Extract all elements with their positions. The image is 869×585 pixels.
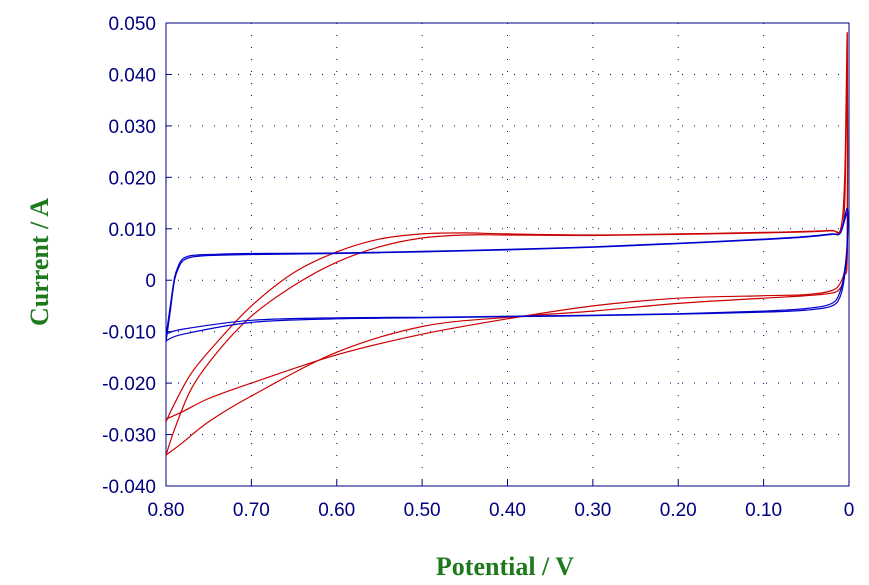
- x-tick-label: 0.20: [660, 500, 697, 521]
- y-tick-label: 0.020: [108, 168, 156, 189]
- y-tick-label: 0.010: [108, 220, 156, 241]
- x-tick-label: 0.50: [404, 500, 441, 521]
- y-tick-label: 0.050: [108, 14, 156, 35]
- x-tick-label: 0.80: [148, 500, 185, 521]
- y-tick-label: -0.030: [102, 426, 156, 447]
- y-tick-label: -0.040: [102, 477, 156, 498]
- y-tick-label: 0.040: [108, 65, 156, 86]
- series-line-4: [165, 212, 849, 343]
- x-axis-title: Potential / V: [436, 552, 574, 581]
- x-tick-label: 0.40: [489, 500, 526, 521]
- axis-ticks: 0.80 0.70 0.60 0.50 0.40 0.30 0.20 0.10 0 0.050 0.…: [102, 14, 854, 521]
- y-tick-label: -0.020: [102, 374, 156, 395]
- x-tick-label: 0.60: [318, 500, 355, 521]
- x-tick-label: 0.70: [233, 500, 270, 521]
- y-tick-label: -0.010: [102, 323, 156, 344]
- x-tick-label: 0.10: [745, 500, 782, 521]
- series-line-1: [165, 32, 849, 422]
- series-group: [165, 32, 849, 456]
- y-tick-label: 0: [145, 271, 156, 292]
- y-axis-title: Current / A: [25, 198, 54, 326]
- series-line-2: [165, 63, 849, 456]
- x-tick-label: 0.30: [574, 500, 611, 521]
- x-tick-label: 0: [844, 500, 855, 521]
- y-tick-label: 0.030: [108, 117, 156, 138]
